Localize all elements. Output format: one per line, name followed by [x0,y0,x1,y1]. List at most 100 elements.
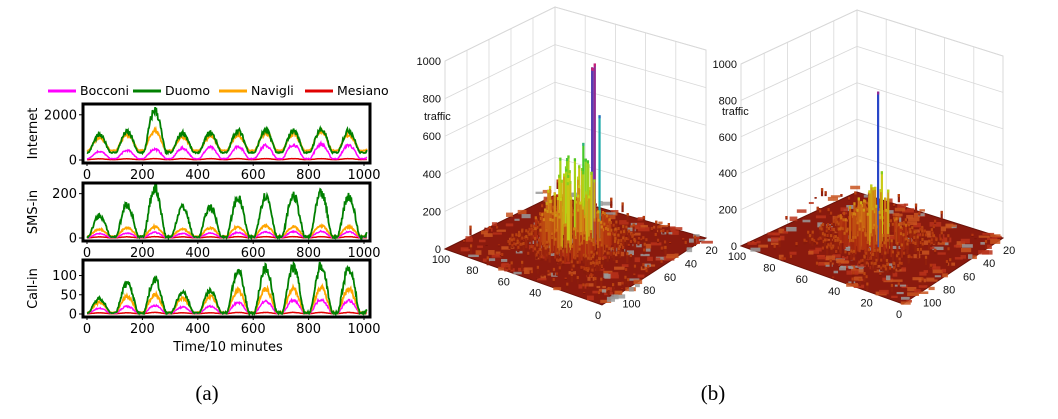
surface-patch [701,240,713,244]
surface-spike [570,260,573,270]
surface-patch [906,299,912,303]
surface-spike-top [921,233,924,237]
surface-spike-top [576,176,580,180]
surface-spike-top [819,236,822,240]
surface-spike [607,287,610,296]
surface-spike-top [612,251,615,255]
surface-spike [811,230,814,240]
surface-patch [468,254,479,258]
surface-spike [566,182,569,254]
surface-spike-top [837,265,841,267]
surface-spike [865,261,868,268]
surface-spike [600,277,603,289]
surface-spike [820,227,823,238]
surface-spike-top [629,254,632,258]
surface-spike-top [865,261,868,265]
surface-spike-top [837,214,840,218]
surface-spike-top [546,245,549,249]
surface-spike-top [854,191,857,195]
surface-patch [789,251,797,255]
surface-patch [932,246,944,251]
surface-spike-top [558,266,561,270]
surface-spike [617,251,620,260]
surface-spike-top [945,259,949,263]
surface-patch [944,242,949,246]
surface-spike [655,220,658,231]
surface-spike-top [592,261,595,265]
surface-spike-top [666,230,669,234]
y-tick-label: 100 [622,299,640,311]
legend-entry: Navigli [219,83,294,98]
surface-spike-top [918,211,921,215]
wall-grid [554,119,707,164]
surface-patch [808,250,814,255]
surface-spike-top [610,197,613,201]
surface-spike [895,254,899,263]
surface-spike-top [534,227,537,231]
surface-spike-top [844,218,847,222]
surface-patch [929,263,937,269]
surface-spike [876,248,879,261]
surface-spike [570,272,573,283]
surface-spike-top [826,233,829,237]
surface-spike-top [593,63,596,67]
surface-spike-top [814,197,817,198]
surface-patch [906,215,914,219]
surface-patch [815,215,826,219]
wall-grid [740,118,858,174]
surface-patch [961,247,972,253]
surface-spike [905,223,908,245]
surface-patch [491,253,503,258]
surface-spike [848,251,851,259]
x-tick-label: 800 [296,168,321,183]
surface-spike-top [929,263,933,267]
surface-spike [833,236,836,244]
surface-spike-top [647,264,650,268]
surface-spike [573,158,577,243]
surface-patch [789,216,798,222]
surface-spike-top [848,251,851,255]
surface-spike-top [576,229,579,233]
surface-spike [536,265,539,274]
surface-patch [937,252,946,255]
surface-patch [901,267,907,272]
surface-spike-top [864,232,867,236]
surface-spike-top [547,270,550,273]
surface-spike-top [870,253,873,257]
surface-spike-top [884,267,888,271]
surface-spike-top [816,241,819,245]
surface-spike-top [585,240,588,244]
surface-patch [608,272,619,275]
surface-spike-top [837,222,840,226]
surface-spike-top [600,220,603,224]
surface-spike [811,237,814,246]
surface-spike [574,236,577,261]
surface-spike [536,225,539,236]
surface-spike [898,261,901,270]
surface-spike-top [589,230,593,234]
surface-spike [984,239,988,250]
surface-patch [887,210,894,214]
x-tick-label: 600 [241,322,266,337]
surface-spike [924,233,928,240]
surface-spike-top [575,200,578,204]
surface-spike-top [872,226,875,230]
surface-spike [923,229,926,237]
surface-spike-top [562,173,566,177]
surface-spike-top [785,216,788,219]
surface-spike-top [551,218,554,222]
surface-spike-top [538,238,541,242]
surface-spike [542,218,545,249]
surface-patch [961,244,973,248]
surface-patch [932,266,941,270]
surface-spike [610,228,613,246]
x-tick-label: 100 [728,251,746,263]
surface-spike [839,240,842,254]
surface-spike-top [914,229,918,233]
surface-spike-top [660,259,663,263]
surface-spike [896,216,900,226]
surface-spike-top [833,236,836,240]
surface-patch [645,243,652,249]
surface-spike [829,259,832,268]
surface-spike [521,236,524,243]
